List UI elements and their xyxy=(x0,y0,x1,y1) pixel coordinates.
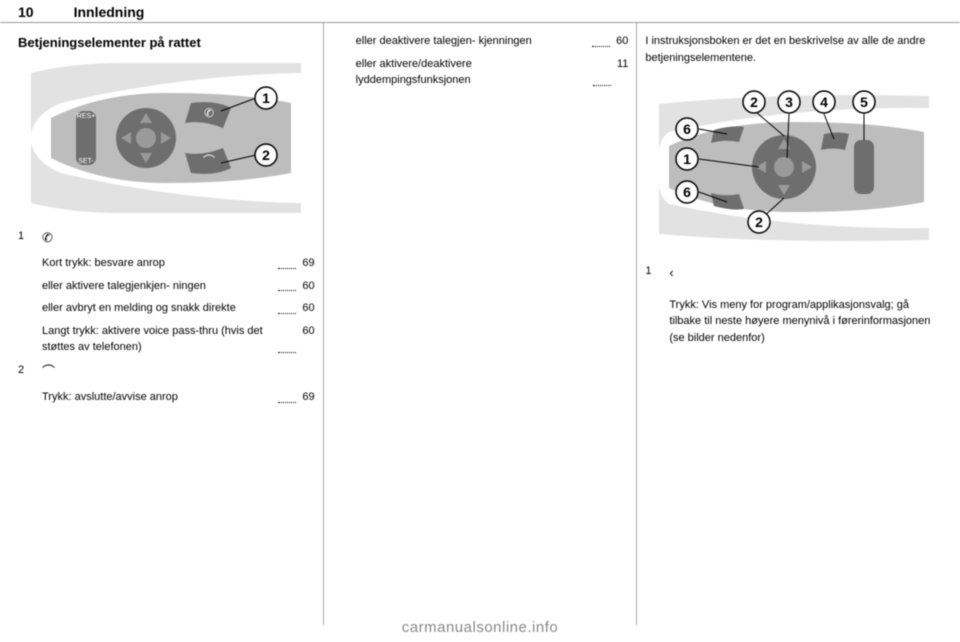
svg-text:✆: ✆ xyxy=(204,106,214,120)
svg-text:⌒: ⌒ xyxy=(203,154,215,168)
entry-text: Langt trykk: aktivere voice pass-thru (h… xyxy=(42,323,272,356)
sub-entry: eller aktivere/deaktivere lyddempingsfun… xyxy=(356,56,629,89)
page-header: 10 Innledning xyxy=(0,0,960,23)
hangup-icon: ⌒ xyxy=(42,362,55,382)
svg-text:1: 1 xyxy=(262,90,270,106)
entry-page: 11 xyxy=(617,56,628,89)
sub-entry: Trykk: avslutte/avvise anrop 69 xyxy=(42,389,315,406)
entry-page: 69 xyxy=(302,389,314,406)
svg-text:6: 6 xyxy=(683,121,691,137)
entry-page: 60 xyxy=(302,278,314,295)
intro-text: I instruksjonsboken er det en beskrivels… xyxy=(645,33,942,66)
entry-text: eller deaktivere talegjen- kjenningen xyxy=(356,33,586,50)
list-item: 1 ‹ xyxy=(645,263,942,283)
back-icon: ‹ xyxy=(669,263,673,283)
steering-diagram-1: RES+ SET- ✆ ⌒ 1 xyxy=(31,63,301,213)
entry-text: eller aktivere talegjenkjen- ningen xyxy=(42,278,272,295)
sub-entry: Trykk: Vis meny for program/applikasjons… xyxy=(669,291,942,347)
list-item: 2 ⌒ xyxy=(18,362,315,382)
entry-text: eller avbryt en melding og snakk direkte xyxy=(42,300,272,317)
list-item: 1 ✆ xyxy=(18,228,315,248)
steering-diagram-2: 1 2 2 3 4 5 6 6 xyxy=(659,79,929,249)
svg-text:3: 3 xyxy=(785,94,793,110)
svg-text:4: 4 xyxy=(820,94,828,110)
item-number: 1 xyxy=(645,263,669,280)
chapter-title: Innledning xyxy=(74,4,145,20)
svg-text:2: 2 xyxy=(262,147,270,163)
phone-icon: ✆ xyxy=(42,228,53,248)
svg-text:RES+: RES+ xyxy=(77,113,95,120)
section-heading: Betjeningselementer på rattet xyxy=(18,33,315,53)
svg-text:2: 2 xyxy=(750,94,758,110)
sub-entry: Kort trykk: besvare anrop 69 xyxy=(42,255,315,272)
entry-text: Kort trykk: besvare anrop xyxy=(42,255,272,272)
sub-entry: eller deaktivere talegjen- kjenningen 60 xyxy=(356,33,629,50)
entry-page: 60 xyxy=(616,33,628,50)
column-3: I instruksjonsboken er det en beskrivels… xyxy=(637,23,950,625)
svg-text:SET-: SET- xyxy=(79,158,95,165)
figure-steering-right: RES+ SET- ✆ ⌒ 1 xyxy=(18,61,315,216)
entry-page: 60 xyxy=(302,323,314,356)
entry-text: Trykk: avslutte/avvise anrop xyxy=(42,389,272,406)
sub-entry: Langt trykk: aktivere voice pass-thru (h… xyxy=(42,323,315,356)
column-1: Betjeningselementer på rattet RES+ SET- xyxy=(10,23,324,625)
sub-entry: eller avbryt en melding og snakk direkte… xyxy=(42,300,315,317)
figure-steering-left: 1 2 2 3 4 5 6 6 xyxy=(645,76,942,251)
content-columns: Betjeningselementer på rattet RES+ SET- xyxy=(0,23,960,625)
svg-text:6: 6 xyxy=(683,184,691,200)
entry-page: 69 xyxy=(302,255,314,272)
svg-text:2: 2 xyxy=(755,214,763,230)
svg-text:5: 5 xyxy=(860,94,868,110)
page-number: 10 xyxy=(18,4,34,20)
svg-text:1: 1 xyxy=(683,151,691,167)
sub-entry: eller aktivere talegjenkjen- ningen 60 xyxy=(42,278,315,295)
entry-text: eller aktivere/deaktivere lyddempingsfun… xyxy=(356,56,587,89)
entry-page: 60 xyxy=(302,300,314,317)
column-2: eller deaktivere talegjen- kjenningen 60… xyxy=(324,23,638,625)
entry-text: Trykk: Vis meny for program/applikasjons… xyxy=(669,297,942,347)
item-number: 2 xyxy=(18,362,42,379)
item-number: 1 xyxy=(18,228,42,245)
